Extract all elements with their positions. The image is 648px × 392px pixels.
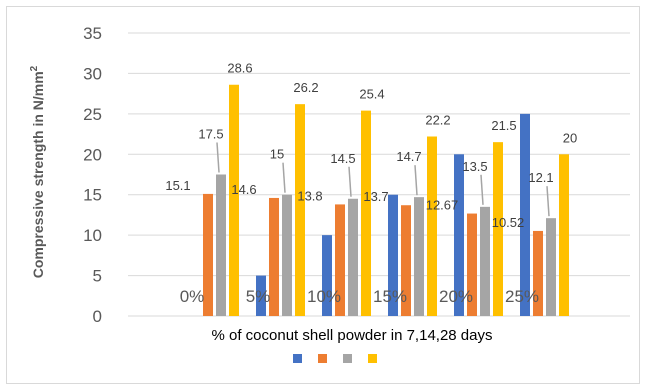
- bar-series-0-5pct: [256, 275, 266, 316]
- bar-series-3-25pct: [559, 154, 569, 316]
- category-label: 20%: [439, 287, 473, 306]
- y-tick-label: 0: [93, 307, 102, 326]
- y-axis-ticks: 0 5 10 15 20 25 30 35: [83, 24, 102, 326]
- bar-series-0-20pct: [454, 154, 464, 316]
- data-labels: 15.1 17.5 28.6 14.6 15 26.2 13.8 14.5 25.4 13.7 14…: [165, 61, 577, 230]
- y-tick-label: 20: [83, 145, 102, 164]
- data-label: 12.1: [528, 170, 553, 185]
- bar-series-0-15pct: [388, 194, 398, 316]
- bars: [203, 84, 569, 317]
- data-label: 10.52: [492, 215, 525, 230]
- bar-series-1-5pct: [269, 197, 279, 316]
- y-tick-label: 10: [83, 226, 102, 245]
- data-label: 22.2: [425, 112, 450, 127]
- legend-swatch-0: [293, 354, 302, 363]
- bar-series-1-10pct: [335, 204, 345, 316]
- leader-line: [480, 174, 484, 205]
- bar-series-0-25pct: [520, 113, 530, 316]
- y-axis-label-main: Compressive strength in N/mm: [30, 71, 46, 278]
- leader-line: [414, 165, 418, 196]
- leader-line: [216, 142, 220, 173]
- bar-series-3-10pct: [361, 110, 371, 316]
- bar-series-3-0pct: [229, 84, 239, 317]
- category-labels: 0% 5% 10% 15% 20% 25%: [180, 287, 539, 306]
- data-label: 17.5: [198, 127, 223, 142]
- bar-series-1-15pct: [401, 205, 411, 316]
- bar-series-3-5pct: [295, 104, 305, 316]
- leader-line: [348, 166, 352, 197]
- bar-series-2-0pct: [216, 174, 226, 316]
- data-label: 12.67: [426, 198, 459, 213]
- data-label: 21.5: [491, 118, 516, 133]
- bar-series-2-25pct: [546, 218, 556, 316]
- y-tick-label: 25: [83, 105, 102, 124]
- y-axis-label-superscript: 2: [29, 65, 40, 71]
- bar-series-2-20pct: [480, 206, 490, 316]
- bar-series-0-10pct: [322, 235, 332, 316]
- data-label: 13.8: [297, 188, 322, 203]
- category-label: 5%: [246, 287, 271, 306]
- data-label: 14.7: [396, 149, 421, 164]
- bar-series-2-5pct: [282, 194, 292, 316]
- legend-swatch-1: [318, 354, 327, 363]
- bar-series-3-20pct: [493, 142, 503, 316]
- legend: [293, 354, 377, 363]
- y-axis-label: Compressive strength in N/mm2: [29, 65, 46, 278]
- legend-swatch-3: [368, 354, 377, 363]
- leader-line: [282, 162, 286, 193]
- category-label: 0%: [180, 287, 205, 306]
- data-label: 26.2: [293, 80, 318, 95]
- y-tick-label: 5: [93, 267, 102, 286]
- data-label: 15.1: [165, 178, 190, 193]
- data-label: 25.4: [359, 87, 384, 102]
- data-label: 14.5: [330, 151, 355, 166]
- bar-series-1-25pct: [533, 230, 543, 316]
- bar-series-1-0pct: [203, 193, 213, 316]
- x-axis-label: % of coconut shell powder in 7,14,28 day…: [211, 327, 492, 344]
- category-label: 15%: [373, 287, 407, 306]
- y-tick-label: 30: [83, 64, 102, 83]
- category-label: 10%: [307, 287, 341, 306]
- data-label: 20: [563, 130, 577, 145]
- leader-line: [546, 186, 550, 217]
- data-label: 15: [270, 147, 284, 162]
- bar-series-2-15pct: [414, 197, 424, 316]
- y-tick-label: 35: [83, 24, 102, 43]
- y-tick-label: 15: [83, 186, 102, 205]
- data-label: 13.7: [363, 189, 388, 204]
- legend-swatch-2: [343, 354, 352, 363]
- bar-series-1-20pct: [467, 213, 477, 316]
- bar-series-2-10pct: [348, 198, 358, 316]
- bar-series-3-15pct: [427, 136, 437, 316]
- data-label: 13.5: [462, 159, 487, 174]
- category-label: 25%: [505, 287, 539, 306]
- data-label: 14.6: [231, 182, 256, 197]
- data-label: 28.6: [227, 61, 252, 76]
